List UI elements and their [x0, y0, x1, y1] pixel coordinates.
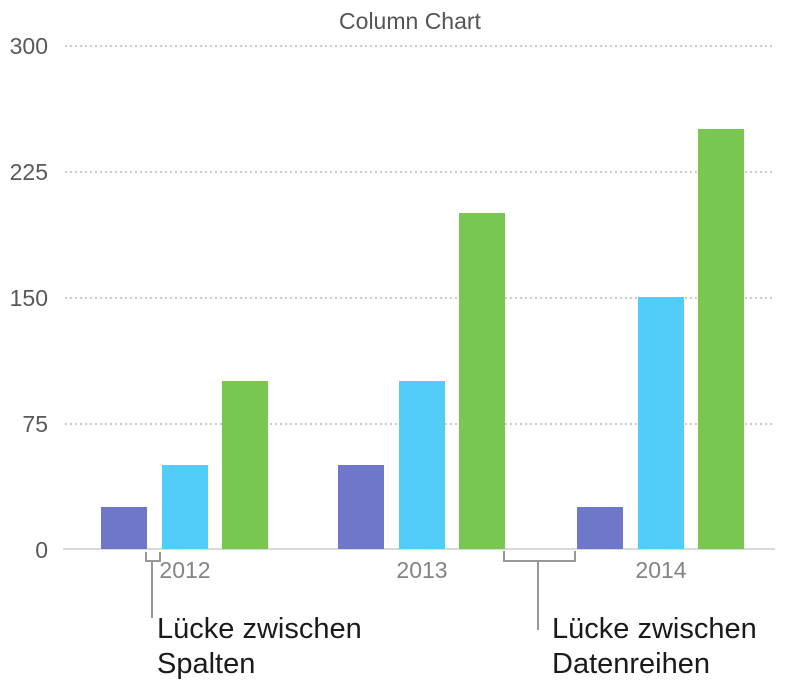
bar-2014-series-green[interactable]	[698, 129, 744, 549]
x-axis-line	[63, 548, 775, 550]
gap-series-leader-line	[537, 560, 539, 630]
gap-series-bracket	[503, 551, 576, 562]
y-tick-label-150: 150	[9, 285, 48, 311]
gridline-225	[65, 171, 775, 173]
gridline-150	[65, 297, 775, 299]
x-tick-label-2012: 2012	[159, 557, 211, 583]
chart-title: Column Chart	[339, 8, 481, 34]
gridline-300	[65, 45, 775, 47]
bar-2013-series-blue[interactable]	[398, 381, 445, 549]
annotation-gap-series-line1: Lücke zwischen	[552, 613, 757, 645]
y-tick-label-75: 75	[22, 411, 48, 437]
gap-columns-leader-line	[151, 560, 153, 618]
annotation-gap-series-line2: Datenreihen	[552, 648, 710, 680]
annotation-gap-columns-line1: Lücke zwischen	[157, 613, 362, 645]
y-tick-label-225: 225	[9, 159, 48, 185]
x-tick-label-2014: 2014	[635, 557, 687, 583]
y-tick-label-0: 0	[35, 537, 48, 563]
x-tick-label-2013: 2013	[396, 557, 448, 583]
bar-2014-series-purple[interactable]	[577, 507, 623, 549]
bar-2012-series-blue[interactable]	[161, 465, 208, 549]
bar-2014-series-blue[interactable]	[637, 297, 684, 549]
bar-2013-series-green[interactable]	[459, 213, 505, 549]
bar-2012-series-green[interactable]	[222, 381, 268, 549]
bar-2013-series-purple[interactable]	[338, 465, 384, 549]
bar-2012-series-purple[interactable]	[101, 507, 147, 549]
annotation-gap-series: Lücke zwischen Datenreihen	[552, 612, 757, 682]
y-tick-label-300: 300	[9, 33, 48, 59]
annotation-gap-columns-line2: Spalten	[157, 648, 256, 680]
gap-columns-bracket	[145, 552, 161, 562]
annotation-gap-columns: Lücke zwischen Spalten	[157, 612, 362, 682]
